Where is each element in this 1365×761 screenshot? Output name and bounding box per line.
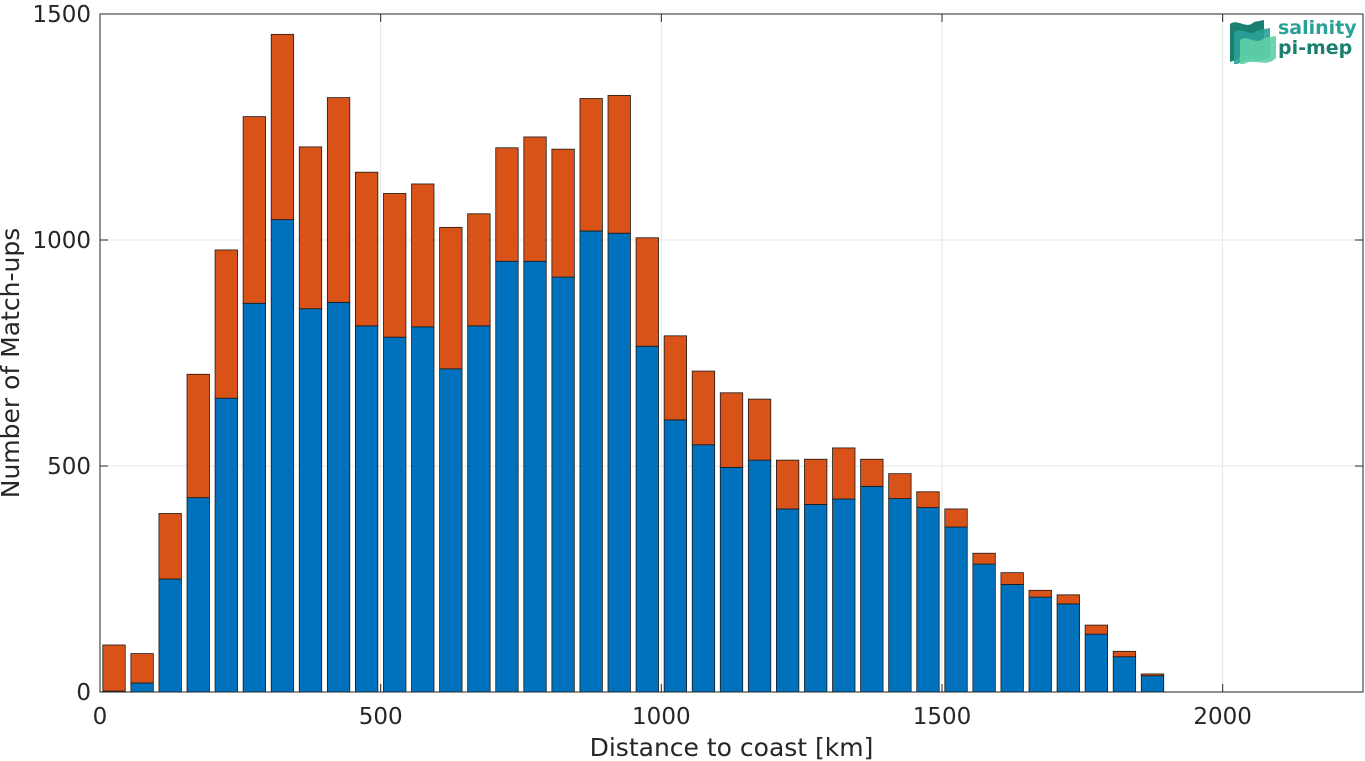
y-tick-label: 1500	[32, 2, 91, 28]
bar-series-2-segment	[579, 98, 603, 232]
x-tick-label: 0	[93, 704, 108, 730]
bars	[102, 33, 1165, 693]
bar-series-1-segment	[383, 336, 407, 693]
bar-series-2-segment	[495, 147, 519, 262]
logo-text-pi-mep: pi-mep	[1278, 37, 1352, 59]
bar-series-1-segment	[158, 578, 182, 693]
bar-series-2-segment	[832, 447, 856, 500]
bar-series-1-segment	[579, 230, 603, 693]
y-tick-label: 0	[76, 680, 91, 706]
bar-series-2-segment	[776, 459, 800, 510]
bar-series-1-segment	[1140, 675, 1165, 693]
bar-series-2-segment	[663, 335, 687, 421]
bar-series-2-segment	[972, 552, 996, 565]
bar-series-1-segment	[242, 302, 266, 693]
bar-series-1-segment	[1028, 596, 1052, 693]
y-tick-label: 500	[47, 454, 91, 480]
bar-series-2-segment	[1000, 572, 1024, 585]
bar-series-1-segment	[495, 260, 519, 693]
x-tick-label: 500	[359, 704, 403, 730]
bar-series-2-segment	[1056, 594, 1080, 605]
bar-series-1-segment	[860, 485, 884, 693]
bar-series-1-segment	[719, 466, 744, 693]
bar-series-1-segment	[214, 397, 238, 693]
bar-series-2-segment	[130, 653, 154, 684]
y-tick-label: 1000	[32, 228, 91, 254]
bar-series-2-segment	[860, 458, 884, 487]
logo-text-salinity: salinity	[1278, 17, 1357, 39]
bar-series-1-segment	[747, 459, 772, 693]
bar-series-1-segment	[1112, 656, 1137, 693]
bar-series-1-segment	[776, 508, 800, 693]
bar-series-1-segment	[691, 444, 716, 693]
wave-icon	[1230, 20, 1276, 64]
bar-series-2-segment	[1084, 624, 1108, 635]
bar-series-2-segment	[607, 94, 631, 234]
bar-series-2-segment	[1028, 589, 1052, 598]
bar-series-2-segment	[298, 146, 323, 310]
bar-series-2-segment	[804, 458, 828, 505]
bar-series-1-segment	[467, 325, 491, 693]
bar-series-1-segment	[355, 325, 379, 693]
bar-series-1-segment	[270, 219, 295, 693]
bar-series-2-segment	[158, 513, 182, 580]
bar-series-2-segment	[888, 473, 912, 499]
x-tick-label: 1000	[632, 704, 691, 730]
bar-series-2-segment	[1140, 673, 1165, 677]
bar-series-2-segment	[916, 491, 940, 508]
bar-series-2-segment	[944, 508, 968, 528]
bar-series-2-segment	[214, 249, 238, 399]
x-axis-label: Distance to coast [km]	[590, 733, 874, 761]
bar-series-1-segment	[298, 308, 323, 693]
bar-series-2-segment	[747, 398, 772, 461]
bar-series-2-segment	[383, 193, 407, 338]
bar-series-2-segment	[467, 213, 491, 327]
bar-series-1-segment	[832, 498, 856, 693]
x-tick-label: 2000	[1193, 704, 1252, 730]
bar-series-1-segment	[411, 326, 435, 693]
bar-series-2-segment	[242, 116, 266, 304]
bar-series-2-segment	[439, 226, 463, 370]
bar-series-2-segment	[270, 33, 295, 221]
bar-series-1-segment	[607, 232, 631, 693]
bar-series-1-segment	[130, 682, 154, 693]
bar-series-1-segment	[663, 419, 687, 693]
bar-series-1-segment	[326, 301, 351, 693]
bar-series-1-segment	[1000, 584, 1024, 693]
y-axis-label: Number of Match-ups	[0, 228, 25, 498]
bar-series-1-segment	[1084, 633, 1108, 693]
bar-series-2-segment	[102, 644, 126, 692]
bar-series-1-segment	[439, 368, 463, 693]
bar-series-1-segment	[972, 563, 996, 693]
bar-series-1-segment	[551, 276, 575, 693]
bar-series-1-segment	[635, 345, 659, 693]
bar-series-2-segment	[523, 136, 547, 262]
bar-series-2-segment	[411, 183, 435, 328]
bar-series-1-segment	[944, 526, 968, 693]
bar-series-1-segment	[186, 497, 210, 693]
bar-series-2-segment	[551, 148, 575, 278]
bar-series-1-segment	[523, 260, 547, 693]
bar-series-1-segment	[1056, 603, 1080, 693]
bar-series-1-segment	[916, 507, 940, 693]
bar-series-1-segment	[888, 498, 912, 693]
bar-series-1-segment	[804, 504, 828, 693]
bar-series-2-segment	[186, 373, 210, 499]
x-tick-label: 1500	[913, 704, 972, 730]
salinity-pi-mep-logo: salinity pi-mep	[1230, 17, 1357, 64]
bar-series-2-segment	[355, 171, 379, 327]
bar-series-2-segment	[719, 392, 744, 468]
plot-frame	[99, 13, 1364, 693]
bar-series-2-segment	[691, 370, 716, 446]
bar-series-2-segment	[635, 237, 659, 347]
bar-series-2-segment	[1112, 650, 1137, 658]
bar-series-2-segment	[326, 97, 351, 303]
axis-ticks: 0 500 1000 1500 2000 0 500 1000 1500	[32, 2, 1363, 730]
